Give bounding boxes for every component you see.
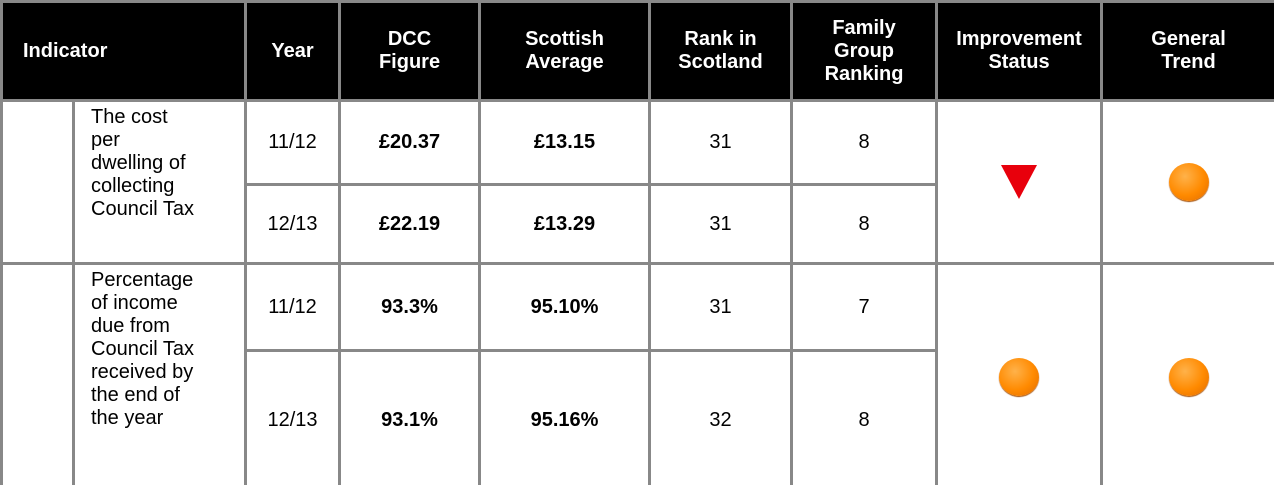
data-row: 12/13 93.1% 95.16% 32 8 (2, 349, 1274, 485)
data-cell: £20.37 (338, 99, 482, 186)
header-cell: Rank in Scotland (648, 0, 794, 102)
header-row: Indicator Year DCC Figure Scottish Average R… (0, 0, 1274, 102)
data-cell: 11/12 (244, 262, 342, 352)
header-cell: DCC Figure (338, 0, 482, 102)
data-cell: 11/12 (244, 99, 342, 186)
header-cell: Family Group Ranking (790, 0, 939, 102)
improvement-status (935, 99, 1104, 265)
header-cell: Indicator (0, 0, 248, 102)
blank-cell (0, 99, 75, 265)
data-cell: £13.29 (478, 183, 652, 265)
data-row: 12/13 £22.19 £13.29 31 8 (2, 183, 1274, 265)
data-cell: 8 (790, 349, 939, 485)
data-cell: 8 (790, 183, 939, 265)
header-cell: Improvement Status (935, 0, 1104, 102)
data-row: The cost per dwelling of collecting Coun… (0, 99, 1274, 265)
improvement-status (935, 262, 1104, 485)
data-cell: 12/13 (244, 349, 342, 485)
data-row: Percentage of income due from Council Ta… (0, 262, 1274, 485)
data-cell: £13.15 (478, 99, 652, 186)
indicator-label: The cost per dwelling of collecting Coun… (71, 99, 248, 265)
data-cell: 95.10% (478, 262, 652, 352)
header-cell: General Trend (1100, 0, 1274, 102)
header-cell: Scottish Average (478, 0, 652, 102)
data-cell: 93.1% (338, 349, 482, 485)
general-trend (1100, 99, 1274, 265)
data-cell: 8 (790, 99, 939, 186)
data-cell: 31 (648, 262, 794, 352)
general-trend (1100, 262, 1274, 485)
data-cell: £22.19 (338, 183, 482, 265)
trend-dot (1168, 358, 1209, 396)
data-cell: 12/13 (244, 183, 342, 265)
trend-dot (1168, 163, 1209, 201)
data-cell: 31 (648, 99, 794, 186)
data-cell: 95.16% (478, 349, 652, 485)
data-cell: 93.3% (338, 262, 482, 352)
header-cell: Year (244, 0, 342, 102)
table-body: The cost per dwelling of collecting Coun… (0, 99, 1274, 485)
data-cell: 31 (648, 183, 794, 265)
indicator-label: Percentage of income due from Council Ta… (71, 262, 248, 485)
status-dot (999, 358, 1040, 396)
data-cell: 7 (790, 262, 939, 352)
blank-cell (0, 262, 75, 485)
status-triangle (1001, 165, 1038, 199)
data-cell: 32 (648, 349, 794, 485)
